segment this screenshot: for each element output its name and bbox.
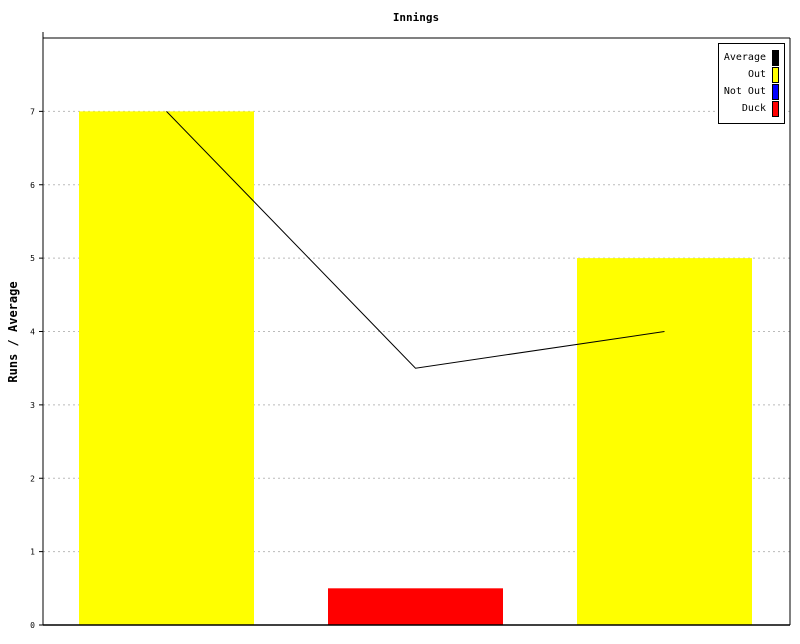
- legend-swatch: [772, 67, 779, 83]
- bar-out: [577, 258, 752, 625]
- legend-swatch: [772, 84, 779, 100]
- y-tick-label: 1: [30, 548, 35, 557]
- y-tick-label: 4: [30, 328, 35, 337]
- bar-out: [79, 111, 254, 625]
- y-tick-label: 3: [30, 401, 35, 410]
- legend-label: Not Out: [724, 86, 766, 97]
- average-line: [166, 111, 665, 369]
- y-axis-label: Runs / Average: [6, 281, 20, 382]
- legend-label: Duck: [742, 103, 766, 114]
- chart-title: Innings: [393, 11, 439, 24]
- y-tick-label: 5: [30, 254, 35, 263]
- y-tick-label: 2: [30, 474, 35, 483]
- bar-duck: [328, 588, 503, 625]
- legend-swatch: [772, 101, 779, 117]
- legend-label: Out: [748, 69, 766, 80]
- legend-label: Average: [724, 52, 766, 63]
- y-tick-label: 0: [30, 621, 35, 630]
- legend: Average Out Not Out Duck: [718, 43, 785, 124]
- legend-swatch: [772, 50, 779, 66]
- y-tick-label: 7: [30, 107, 35, 116]
- y-tick-label: 6: [30, 181, 35, 190]
